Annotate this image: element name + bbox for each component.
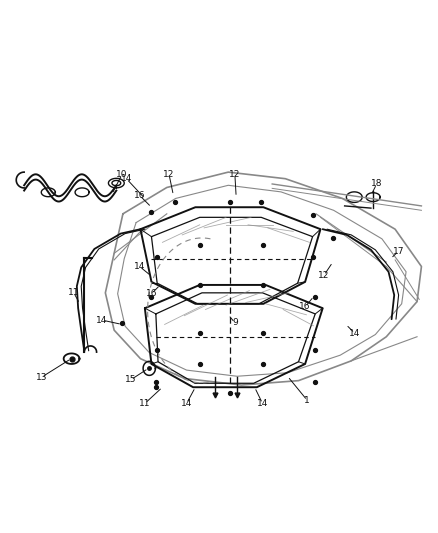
Text: 1: 1: [304, 396, 310, 405]
Text: 12: 12: [318, 271, 329, 280]
Text: 17: 17: [392, 247, 403, 256]
Text: 16: 16: [145, 289, 157, 298]
Text: 11: 11: [139, 399, 150, 408]
Text: 11: 11: [68, 288, 79, 297]
Text: 14: 14: [134, 262, 145, 271]
Text: 14: 14: [120, 174, 132, 183]
Text: 14: 14: [96, 316, 107, 325]
Text: 14: 14: [180, 399, 192, 408]
Text: 16: 16: [299, 302, 310, 311]
Text: 12: 12: [229, 170, 240, 179]
Text: 9: 9: [231, 318, 237, 327]
Text: 10: 10: [116, 170, 127, 179]
Text: 13: 13: [36, 373, 47, 382]
Text: 14: 14: [348, 329, 360, 338]
Text: 14: 14: [256, 399, 268, 408]
Text: 16: 16: [134, 191, 145, 200]
Text: 12: 12: [163, 170, 174, 179]
Text: 15: 15: [125, 375, 136, 384]
Text: 18: 18: [370, 180, 381, 189]
